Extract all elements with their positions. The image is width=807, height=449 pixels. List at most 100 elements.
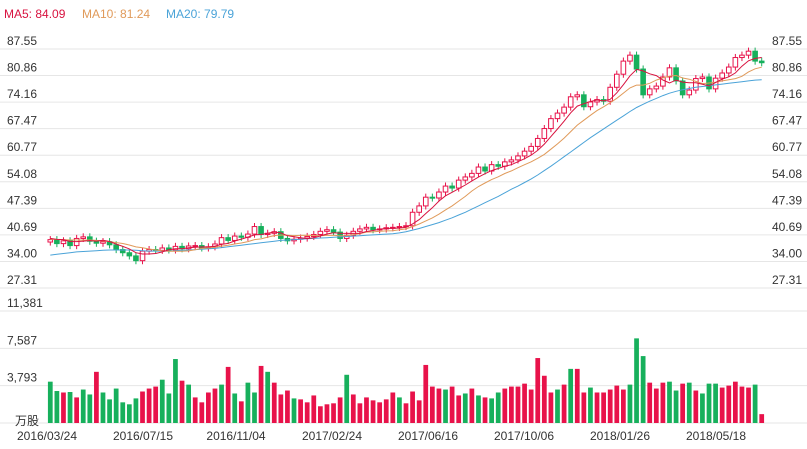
candle-body [442,185,449,193]
volume-axis: 11,381 7,587 3,793 [7,296,43,385]
candle-body [699,76,706,80]
volume-bar [568,368,574,423]
volume-bar [232,393,238,423]
price-tick-label-right: 80.86 [772,61,802,75]
price-tick-label-right: 47.39 [772,193,802,207]
date-tick-label: 2017/02/24 [302,429,362,443]
volume-bar [522,383,527,423]
volume-bar [528,389,534,423]
volume-bar [436,388,442,423]
volume-bar [317,406,323,423]
candle-body [725,66,732,74]
volume-bar [87,394,93,423]
volume-bar [706,383,712,423]
volume-bar [594,392,600,423]
candle-body [673,67,679,82]
candle-body [100,241,106,244]
price-tick-label-left: 54.08 [7,167,37,181]
volume-bar [199,402,205,423]
volume-tick-label: 11,381 [7,296,43,310]
grid-lines [0,48,807,424]
candle-body [620,60,627,75]
volume-bar [245,382,251,423]
price-tick-label-right: 40.69 [772,220,802,234]
candle-body [613,73,620,88]
volume-bar [331,403,336,423]
candle-body [231,235,238,241]
candle-body [357,228,363,232]
candle-body [679,80,686,96]
volume-bar [47,381,53,423]
candle-body [534,137,541,147]
candle-body [251,226,258,235]
candle-body [238,235,245,238]
price-tick-label-right: 54.08 [772,167,802,181]
candle-body [686,89,693,96]
volume-bar [469,388,475,423]
candle-body [508,159,515,163]
volume-bar [660,382,666,423]
volume-bar [80,389,86,423]
candle-body [495,164,502,167]
volume-bar [364,397,369,423]
candle-body [633,54,640,70]
volume-bar [502,388,508,423]
volume-bar [100,392,106,423]
volume-bar [667,381,672,423]
volume-bar [700,393,705,423]
volume-bar [206,392,211,423]
volume-bar [713,383,718,423]
volume-bars [47,338,765,423]
volume-bar [476,395,481,423]
volume-tick-label: 3,793 [7,371,37,385]
ma-legend: MA5: 84.09 MA10: 81.24 MA20: 79.79 [4,7,234,21]
candle-body [159,247,166,251]
candle-body [172,245,179,251]
volume-bar [535,358,541,423]
volume-bar [285,390,290,423]
volume-bar [653,388,659,423]
volume-bar [61,392,66,423]
volume-bar [94,371,99,423]
volume-bar [324,404,330,423]
volume-bar [383,399,389,423]
candle-body [304,235,310,239]
volume-bar [443,389,448,423]
volume-bar [179,380,185,423]
volume-bar [555,389,560,423]
volume-bar [133,398,139,423]
volume-bar [423,364,429,423]
candle-body [719,72,725,79]
candle-body [521,150,528,157]
candle-body [541,128,548,139]
candle-body [330,229,337,233]
volume-bar [601,392,606,423]
volume-bar [113,388,119,423]
candle-body [67,240,73,247]
price-tick-label-left: 87.55 [7,34,37,48]
candle-body [666,67,673,78]
volume-bar [429,386,435,423]
candle-body [192,245,199,248]
price-tick-label-right: 67.47 [772,114,802,128]
price-tick-label-right: 87.55 [772,34,802,48]
candle-body [449,185,455,189]
volume-bar [462,393,468,423]
candle-body [416,205,422,213]
volume-bar [120,402,126,423]
volume-bar [686,382,692,423]
candle-body [396,226,403,229]
volume-bar [126,404,132,423]
volume-bar [173,359,178,423]
candle-body [462,176,469,181]
volume-bar [350,394,356,423]
candle-body [225,237,231,241]
volume-bar [509,386,514,423]
candle-body [587,101,594,108]
volume-bar [673,390,679,423]
volume-bar [370,400,376,423]
volume-bar [67,392,73,423]
volume-bar [581,392,587,423]
candle-body [640,68,646,96]
